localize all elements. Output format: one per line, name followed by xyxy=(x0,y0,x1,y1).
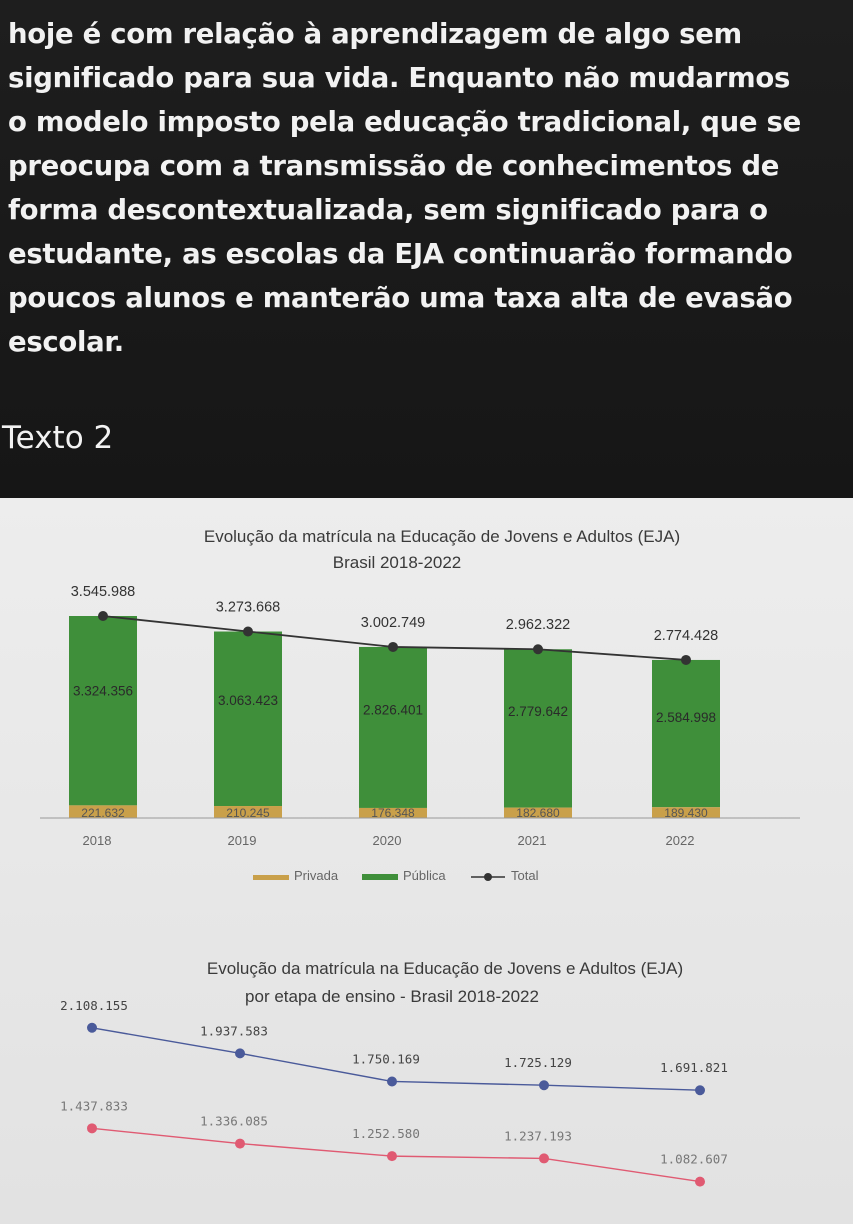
total-point xyxy=(243,626,253,637)
legend-swatch-privada xyxy=(253,875,289,880)
paragraph-line: estudante, as escolas da EJA continuarão… xyxy=(8,238,793,270)
x-tick-label: 2018 xyxy=(83,833,112,848)
publica-label: 2.826.401 xyxy=(363,703,423,718)
bar-publica xyxy=(359,646,427,808)
publica-label: 2.779.642 xyxy=(508,704,568,719)
point-value-label: 1.937.583 xyxy=(200,1023,268,1038)
bar-privada xyxy=(359,807,427,818)
total-label: 3.545.988 xyxy=(71,584,136,600)
total-point xyxy=(533,644,543,655)
x-tick-label: 2022 xyxy=(666,833,695,848)
privada-label: 221.632 xyxy=(81,806,125,820)
paragraph-line: significado para sua vida. Enquanto não … xyxy=(8,62,791,94)
figure-panel xyxy=(0,498,853,1224)
bar-privada xyxy=(214,806,282,818)
point-value-label: 2.108.155 xyxy=(60,998,128,1013)
paragraph-line: forma descontextualizada, sem significad… xyxy=(8,194,768,226)
privada-label: 182.680 xyxy=(516,806,560,820)
legend-label-publica: Pública xyxy=(403,868,446,883)
privada-label: 189.430 xyxy=(664,806,708,820)
series-point xyxy=(235,1048,245,1059)
body-paragraph: hoje é com relação à aprendizagem de alg… xyxy=(8,12,843,364)
privada-label: 176.348 xyxy=(371,806,415,820)
paragraph-line: preocupa com a transmissão de conhecimen… xyxy=(8,150,780,182)
enrollment-line-chart: Evolução da matrícula na Educação de Jov… xyxy=(60,959,728,1187)
total-point xyxy=(681,654,691,665)
total-point xyxy=(388,641,398,652)
series-point xyxy=(695,1176,705,1187)
text-area: hoje é com relação à aprendizagem de alg… xyxy=(0,0,853,500)
x-tick-label: 2020 xyxy=(373,833,402,848)
series-point xyxy=(387,1076,397,1087)
privada-label: 210.245 xyxy=(226,806,270,820)
series-point xyxy=(87,1022,97,1033)
point-value-label: 1.252.580 xyxy=(352,1126,420,1141)
bar-privada xyxy=(69,805,137,818)
point-value-label: 1.336.085 xyxy=(200,1114,268,1129)
bar-privada xyxy=(504,807,572,818)
bar-privada xyxy=(652,807,720,818)
series-point xyxy=(87,1123,97,1134)
publica-label: 3.324.356 xyxy=(73,684,133,699)
total-label: 2.962.322 xyxy=(506,617,571,633)
legend-marker-total xyxy=(484,873,492,881)
series-point xyxy=(235,1138,245,1149)
chart1-title: Evolução da matrícula na Educação de Jov… xyxy=(204,527,680,546)
point-value-label: 1.750.169 xyxy=(352,1051,420,1066)
paragraph-line: o modelo imposto pela educação tradicion… xyxy=(8,106,801,138)
publica-label: 2.584.998 xyxy=(656,710,716,725)
enrollment-bar-chart: Evolução da matrícula na Educação de Jov… xyxy=(40,527,800,883)
paragraph-line: hoje é com relação à aprendizagem de alg… xyxy=(8,18,742,50)
total-point xyxy=(98,611,108,621)
bar-publica xyxy=(214,631,282,807)
series-point xyxy=(539,1153,549,1164)
publica-label: 3.063.423 xyxy=(218,693,278,708)
chart1-subtitle: Brasil 2018-2022 xyxy=(333,553,462,572)
total-label: 2.774.428 xyxy=(654,628,719,644)
x-tick-label: 2019 xyxy=(228,833,257,848)
bar-publica xyxy=(504,649,572,808)
series-point xyxy=(695,1085,705,1096)
point-value-label: 1.725.129 xyxy=(504,1055,572,1070)
total-label: 3.002.749 xyxy=(361,615,426,631)
legend-label-total: Total xyxy=(511,868,539,883)
point-value-label: 1.691.821 xyxy=(660,1060,728,1075)
paragraph-line: poucos alunos e manterão uma taxa alta d… xyxy=(8,282,793,314)
point-value-label: 1.082.607 xyxy=(660,1152,728,1167)
legend-swatch-publica xyxy=(362,874,398,880)
paragraph-line: escolar. xyxy=(8,326,124,358)
series-point xyxy=(387,1151,397,1162)
section-title: Texto 2 xyxy=(2,420,114,456)
chart2-subtitle: por etapa de ensino - Brasil 2018-2022 xyxy=(245,987,539,1006)
series-point xyxy=(539,1080,549,1091)
bar-publica xyxy=(69,616,137,806)
legend-label-privada: Privada xyxy=(294,868,339,883)
point-value-label: 1.237.193 xyxy=(504,1128,572,1143)
point-value-label: 1.437.833 xyxy=(60,1098,128,1113)
total-label: 3.273.668 xyxy=(216,600,281,616)
chart2-title: Evolução da matrícula na Educação de Jov… xyxy=(207,959,683,978)
x-tick-label: 2021 xyxy=(518,833,547,848)
bar-publica xyxy=(652,659,720,808)
